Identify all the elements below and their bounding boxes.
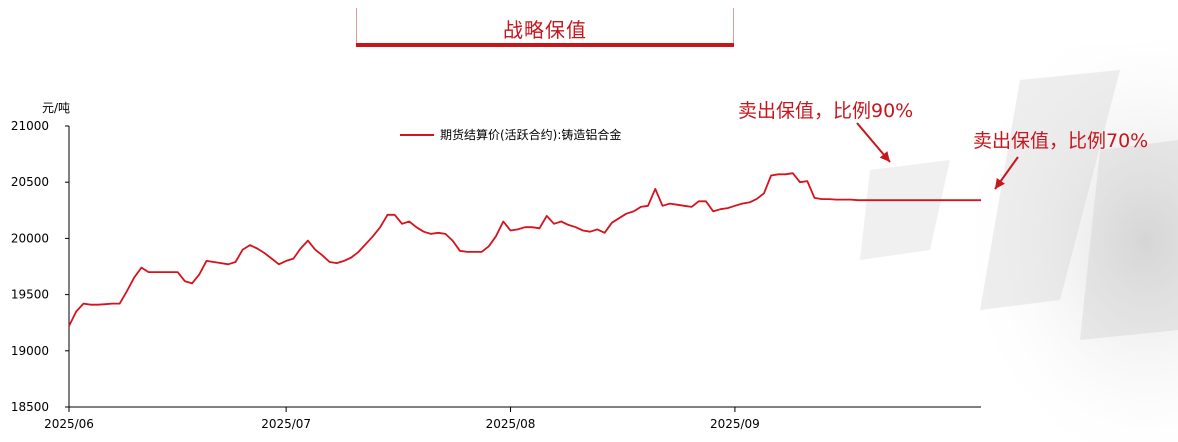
x-tick-label: 2025/09 bbox=[710, 417, 760, 431]
x-tick-label: 2025/08 bbox=[486, 417, 536, 431]
series-line bbox=[68, 172, 981, 327]
annotation-arrow-70-head bbox=[995, 177, 1005, 189]
y-tick-label: 18500 bbox=[11, 400, 49, 414]
y-tick-label: 21000 bbox=[11, 119, 49, 133]
annotation-sell-hedge-90: 卖出保值，比例90% bbox=[738, 100, 914, 122]
x-tick-label: 2025/06 bbox=[44, 417, 94, 431]
y-axis-label: 元/吨 bbox=[42, 101, 70, 115]
x-tick-label: 2025/07 bbox=[261, 417, 311, 431]
title-frame bbox=[356, 8, 734, 46]
annotation-arrow-90-head bbox=[879, 151, 890, 162]
y-tick-label: 20500 bbox=[11, 175, 49, 189]
y-tick-label: 20000 bbox=[11, 231, 49, 245]
page-title: 战略保值 bbox=[503, 18, 587, 42]
title-underline bbox=[356, 43, 734, 47]
legend-label: 期货结算价(活跃合约):铸造铝合金 bbox=[440, 127, 621, 142]
y-tick-label: 19000 bbox=[11, 344, 49, 358]
y-tick-label: 19500 bbox=[11, 288, 49, 302]
annotation-sell-hedge-70: 卖出保值，比例70% bbox=[973, 130, 1149, 152]
